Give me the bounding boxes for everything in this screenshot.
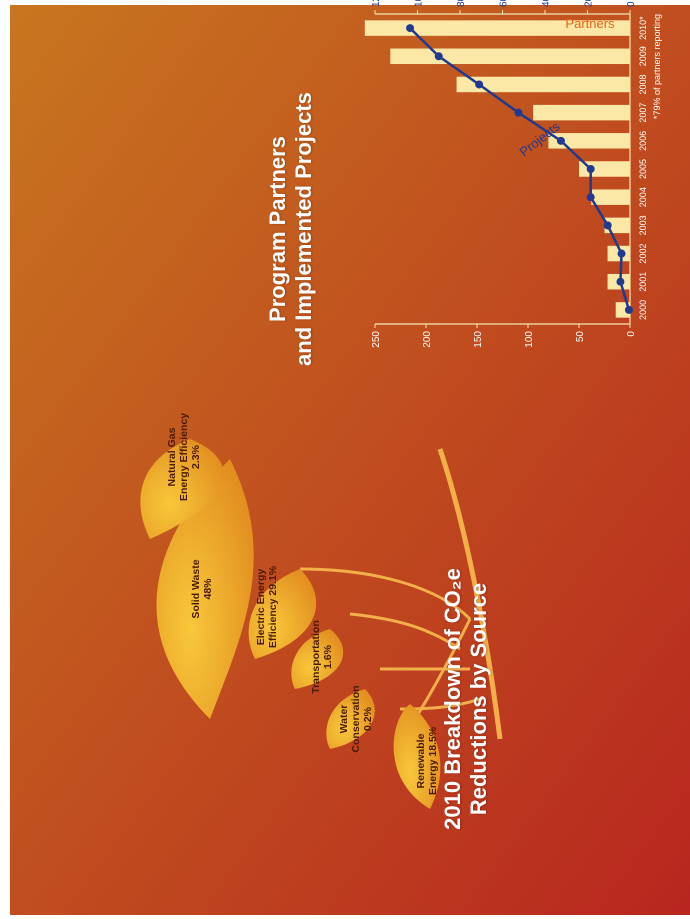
- right-y-tick-label: 800: [456, 0, 467, 7]
- projects-point: [514, 108, 523, 117]
- x-tick-label: 2009: [638, 46, 648, 66]
- leaf-water-conservation: [326, 689, 375, 749]
- projects-point: [556, 136, 565, 145]
- x-tick-label: 2001: [638, 272, 648, 292]
- footnote: *79% of partners reporting: [652, 14, 662, 119]
- right-y-tick-label: 600: [499, 0, 510, 7]
- left-y-tick-label: 200: [422, 331, 433, 348]
- projects-point: [406, 24, 415, 33]
- partners-bar: [548, 133, 631, 149]
- partners-series-label: Partners: [565, 16, 615, 31]
- projects-point: [603, 221, 612, 230]
- leaf-stem: [437, 448, 503, 740]
- projects-point: [624, 305, 633, 314]
- stem-branch: [413, 618, 472, 720]
- leaf-electric-energy: [248, 569, 317, 659]
- x-tick-label: 2002: [638, 244, 648, 264]
- partners-bar: [390, 48, 630, 65]
- right-y-tick-label: 0: [626, 1, 637, 7]
- x-tick-label: 2000: [638, 300, 648, 320]
- projects-point: [434, 52, 443, 61]
- projects-point: [475, 80, 484, 89]
- projects-point: [617, 249, 626, 258]
- left-y-tick-label: 50: [575, 331, 586, 343]
- projects-point: [616, 277, 625, 286]
- left-y-tick-label: 250: [371, 331, 382, 348]
- projects-point: [586, 193, 595, 202]
- projects-point: [586, 165, 595, 173]
- partners-bar: [591, 189, 630, 205]
- partners-bar: [456, 76, 630, 93]
- x-tick-label: 2010*: [638, 16, 648, 40]
- left-y-tick-label: 0: [626, 331, 637, 337]
- x-tick-label: 2003: [638, 215, 648, 235]
- leaf-renewable-energy: [393, 704, 441, 809]
- x-tick-label: 2005: [638, 159, 648, 179]
- x-tick-label: 2006: [638, 131, 648, 151]
- left-y-tick-label: 150: [473, 331, 484, 348]
- x-tick-label: 2008: [638, 74, 648, 94]
- leaf-solid-waste: [156, 459, 254, 719]
- right-y-tick-label: 400: [541, 0, 552, 7]
- stem-branch: [299, 567, 472, 621]
- right-y-tick-label: 1000: [414, 0, 425, 7]
- stem-branch: [349, 612, 461, 651]
- partners-bar: [615, 302, 630, 318]
- right-y-tick-label: 200: [584, 0, 595, 7]
- leaf-transportation: [291, 629, 344, 689]
- left-y-tick-label: 100: [524, 331, 535, 348]
- partners-bar: [364, 20, 630, 36]
- leaf-natural-gas: [140, 439, 224, 539]
- x-tick-label: 2004: [638, 187, 648, 207]
- x-tick-label: 2007: [638, 103, 648, 123]
- partners-bar: [533, 104, 630, 121]
